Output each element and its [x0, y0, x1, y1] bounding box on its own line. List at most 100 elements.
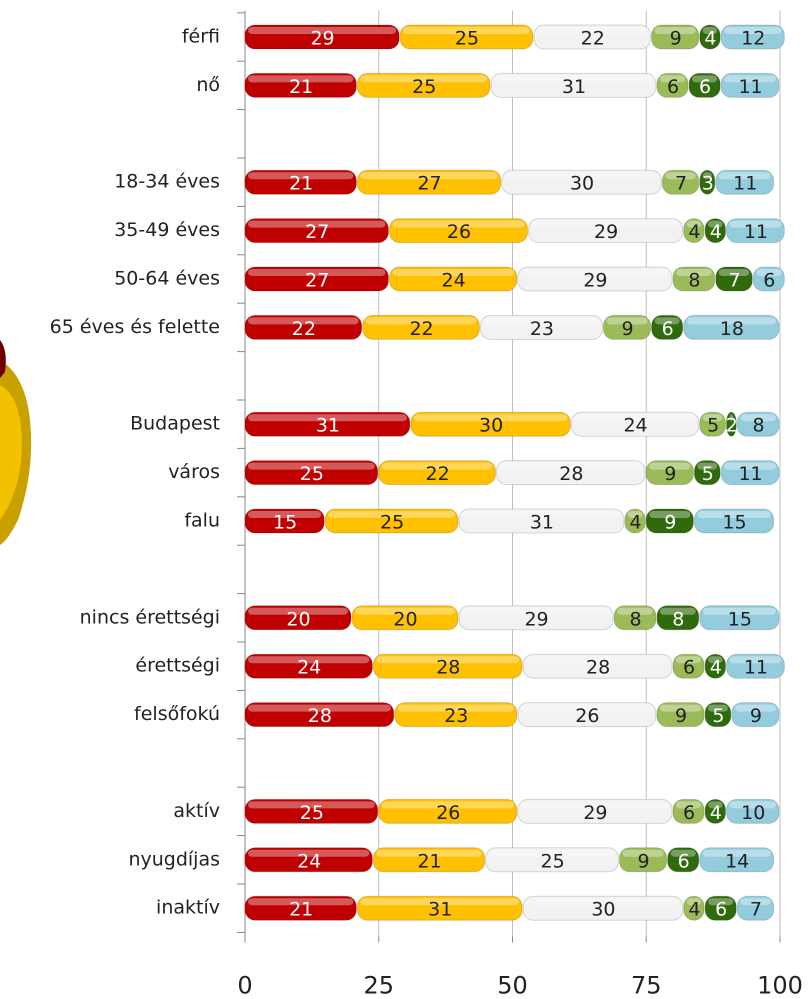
- value-label: 11: [738, 76, 762, 98]
- bar-highlight: [520, 801, 669, 809]
- bar-highlight: [702, 172, 712, 180]
- bar-highlight: [536, 27, 648, 34]
- category-label: 65 éves és felette: [50, 316, 220, 338]
- bar-highlight: [702, 607, 776, 615]
- value-label: 4: [630, 512, 642, 534]
- bar-highlight: [248, 656, 370, 664]
- bar-segment: [693, 508, 775, 534]
- bar-segment: [645, 460, 694, 486]
- bar-segment: [458, 508, 625, 534]
- value-label: 18: [720, 318, 744, 340]
- value-label: 28: [308, 705, 332, 727]
- bar-highlight: [708, 656, 723, 664]
- value-label: 25: [412, 76, 436, 98]
- bar-highlight: [248, 704, 391, 712]
- value-label: 7: [750, 899, 762, 921]
- value-label: 25: [380, 512, 404, 534]
- value-label: 10: [741, 802, 765, 824]
- value-label: 6: [683, 802, 695, 824]
- bar-highlight: [659, 607, 696, 615]
- value-label: 29: [583, 802, 607, 824]
- value-label: 28: [559, 463, 583, 485]
- category-label: nyugdíjas: [128, 848, 220, 870]
- bar-segment: [624, 508, 646, 534]
- bar-segment: [613, 605, 657, 631]
- bar-highlight: [692, 75, 718, 83]
- value-label: 12: [741, 28, 765, 50]
- value-label: 28: [436, 657, 460, 679]
- category-label: inaktív: [156, 897, 220, 919]
- bar-segment: [645, 508, 694, 534]
- bar-segment: [528, 218, 684, 244]
- bar-highlight: [397, 704, 514, 712]
- bar-segment: [726, 411, 737, 437]
- bar-highlight: [360, 172, 498, 180]
- value-label: 11: [738, 463, 762, 485]
- value-label: 31: [530, 512, 554, 534]
- bar-highlight: [381, 801, 514, 809]
- value-label: 26: [436, 802, 460, 824]
- bar-segment: [752, 266, 785, 292]
- value-label: 6: [763, 270, 775, 292]
- bar-segment: [388, 218, 529, 244]
- bar-highlight: [248, 27, 397, 34]
- bar-highlight: [360, 898, 520, 906]
- bar-segment: [244, 605, 352, 631]
- bar-highlight: [654, 27, 696, 34]
- value-label: 29: [310, 28, 334, 50]
- bar-highlight: [248, 172, 354, 180]
- bar-segment: [726, 653, 785, 679]
- bar-segment: [699, 411, 726, 437]
- value-label: 15: [722, 512, 746, 534]
- value-label: 5: [712, 705, 724, 727]
- bar-highlight: [686, 898, 702, 906]
- bar-segment: [619, 847, 668, 873]
- bar-segment: [704, 798, 726, 824]
- bar-segment: [244, 72, 357, 98]
- value-label: 31: [316, 415, 340, 437]
- bar-highlight: [520, 269, 669, 276]
- bar-highlight: [724, 27, 782, 34]
- bar-segment: [704, 702, 732, 728]
- bar-highlight: [248, 462, 375, 470]
- bar-highlight: [659, 75, 686, 83]
- bar-highlight: [248, 801, 375, 809]
- bar-highlight: [702, 849, 771, 857]
- x-tick-label: 50: [497, 971, 528, 999]
- bar-segment: [244, 847, 373, 873]
- bar-segment: [517, 798, 673, 824]
- value-label: 9: [675, 705, 687, 727]
- bar-segment: [244, 508, 325, 534]
- value-label: 24: [297, 657, 321, 679]
- value-label: 4: [704, 28, 716, 50]
- bar-highlight: [462, 607, 611, 615]
- bar-highlight: [734, 704, 776, 712]
- bar-highlight: [392, 269, 514, 276]
- bar-highlight: [381, 462, 493, 470]
- value-label: 22: [409, 318, 433, 340]
- bar-segment: [533, 24, 652, 50]
- bar-highlight: [360, 75, 488, 83]
- bar-segment: [244, 169, 357, 195]
- value-label: 4: [688, 899, 700, 921]
- value-label: 27: [417, 173, 441, 195]
- bar-segment: [410, 411, 571, 437]
- bar-highlight: [686, 317, 776, 325]
- value-label: 21: [289, 76, 313, 98]
- bar-segment: [656, 605, 700, 631]
- bar-highlight: [708, 898, 734, 906]
- bar-highlight: [627, 511, 643, 518]
- bar-highlight: [248, 75, 354, 83]
- bar-segment: [699, 24, 721, 50]
- bar-segment: [522, 653, 673, 679]
- bar-segment: [683, 314, 780, 340]
- category-label: falu: [184, 510, 220, 532]
- bar-segment: [522, 895, 684, 921]
- value-label: 31: [428, 899, 452, 921]
- value-label: 4: [688, 221, 700, 243]
- bar-highlight: [649, 462, 691, 470]
- value-label: 30: [570, 173, 594, 195]
- bar-highlight: [248, 511, 322, 518]
- value-label: 22: [581, 28, 605, 50]
- bar-highlight: [248, 317, 359, 325]
